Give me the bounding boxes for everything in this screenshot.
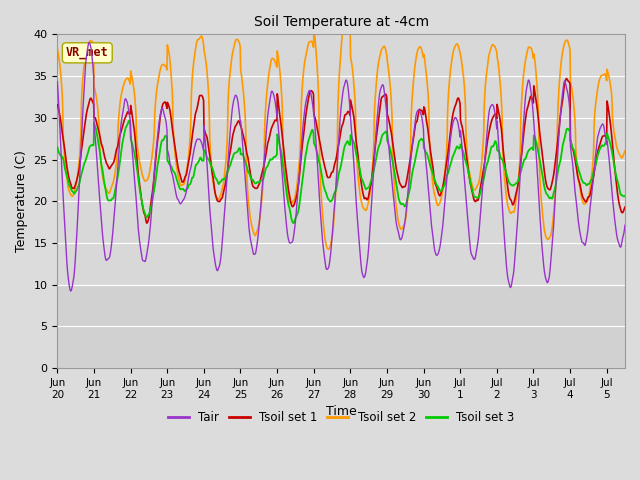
X-axis label: Time: Time [326,405,356,418]
Title: Soil Temperature at -4cm: Soil Temperature at -4cm [253,15,429,29]
Y-axis label: Temperature (C): Temperature (C) [15,150,28,252]
Legend: Tair, Tsoil set 1, Tsoil set 2, Tsoil set 3: Tair, Tsoil set 1, Tsoil set 2, Tsoil se… [163,407,520,429]
Text: VR_met: VR_met [66,47,109,60]
Bar [58,285,625,368]
